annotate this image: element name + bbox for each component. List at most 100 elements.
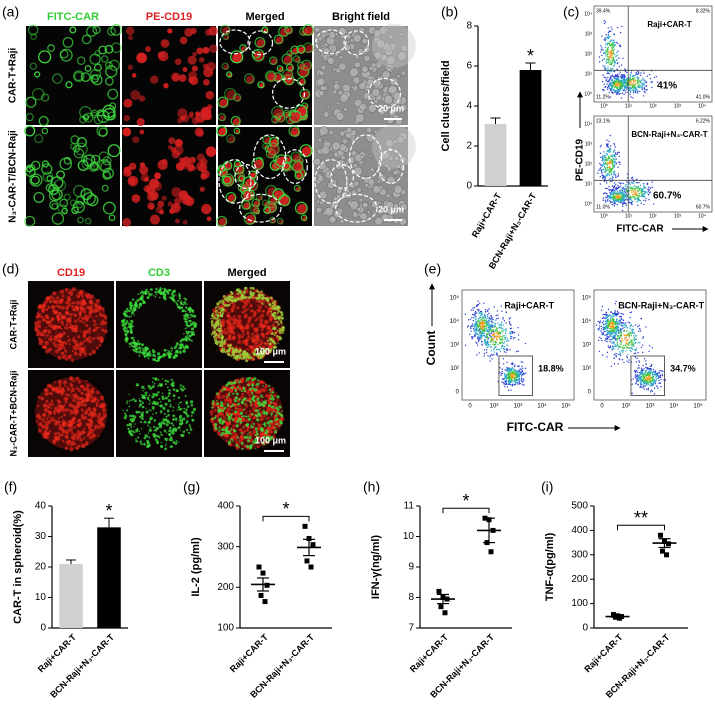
green-signal [232,297,234,299]
red-signal [102,399,104,401]
green-signal [177,300,179,302]
green-signal [155,404,157,406]
event-dot [600,146,601,147]
event-dot [611,55,612,56]
event-dot [652,181,653,182]
red-signal [229,337,231,339]
red-signal [52,388,56,392]
red-signal [223,416,225,418]
event-dot [611,189,612,190]
red-signal [81,295,84,298]
event-dot [605,61,606,62]
green-signal [171,379,173,381]
red-signal [38,338,41,341]
event-dot [619,85,620,86]
green-signal [179,297,181,299]
green-signal [176,440,178,442]
event-dot [638,198,639,199]
event-dot [610,55,611,56]
red-signal [94,303,98,307]
red-signal [65,394,67,396]
cell-texture [361,155,364,158]
event-dot [637,80,638,81]
red-signal [90,309,94,313]
red-signal [70,302,72,304]
green-signal [230,344,232,346]
green-signal [144,348,146,350]
red-cell [206,146,217,157]
red-signal [74,319,77,322]
green-signal [149,429,152,432]
event-dot [613,194,614,195]
event-dot [603,164,604,165]
green-signal [147,423,148,424]
event-dot [602,65,603,66]
green-signal [212,316,215,319]
red-signal [86,380,88,382]
red-signal [224,331,228,335]
cell-texture [359,198,363,202]
event-dot [614,63,615,64]
cell-texture [333,152,338,157]
event-dot [605,200,606,201]
green-signal [181,307,183,309]
event-dot [625,90,626,91]
red-signal [233,321,236,324]
green-signal [190,400,193,403]
red-signal [41,397,43,399]
red-signal [43,408,46,411]
green-signal [178,441,179,442]
event-dot [610,41,611,42]
green-signal [249,354,251,356]
green-signal [250,356,253,359]
red-signal [45,404,47,406]
green-signal [165,438,168,441]
green-signal [251,295,252,296]
cell-texture [319,191,327,199]
event-dot [608,27,609,28]
red-signal [50,407,52,409]
cell-texture [323,112,329,118]
event-dot [609,190,610,191]
red-cell [197,153,205,161]
green-signal [214,331,216,333]
green-signal [162,291,165,294]
green-signal [147,443,148,444]
event-dot [656,76,657,77]
event-dot [605,80,606,81]
green-signal [136,304,138,306]
green-signal [252,288,254,290]
event-dot [612,165,613,166]
event-dot [618,162,619,163]
red-signal [233,315,236,318]
red-signal [86,296,89,299]
event-dot [644,87,645,88]
green-signal [144,421,147,424]
event-dot [626,89,627,90]
red-signal [74,417,76,419]
green-signal [142,390,143,391]
green-signal [131,313,133,315]
red-signal [105,404,107,406]
green-signal [219,333,221,335]
red-cell [122,128,131,137]
event-dot [629,77,630,78]
red-signal [46,417,48,419]
y-tick-label: 10² [585,51,593,57]
green-signal [173,394,176,397]
cell-texture [353,34,361,42]
green-signal [229,295,231,297]
green-signal [129,406,131,408]
green-signal [183,431,185,433]
cell-texture [387,67,391,71]
green-signal [158,405,159,406]
red-signal [61,328,63,330]
red-signal [226,314,230,318]
event-dot [630,96,631,97]
green-signal [215,310,218,313]
red-cell [147,192,156,201]
red-signal [63,413,66,416]
red-signal [249,317,251,319]
green-signal [138,346,140,348]
red-signal [65,288,69,292]
